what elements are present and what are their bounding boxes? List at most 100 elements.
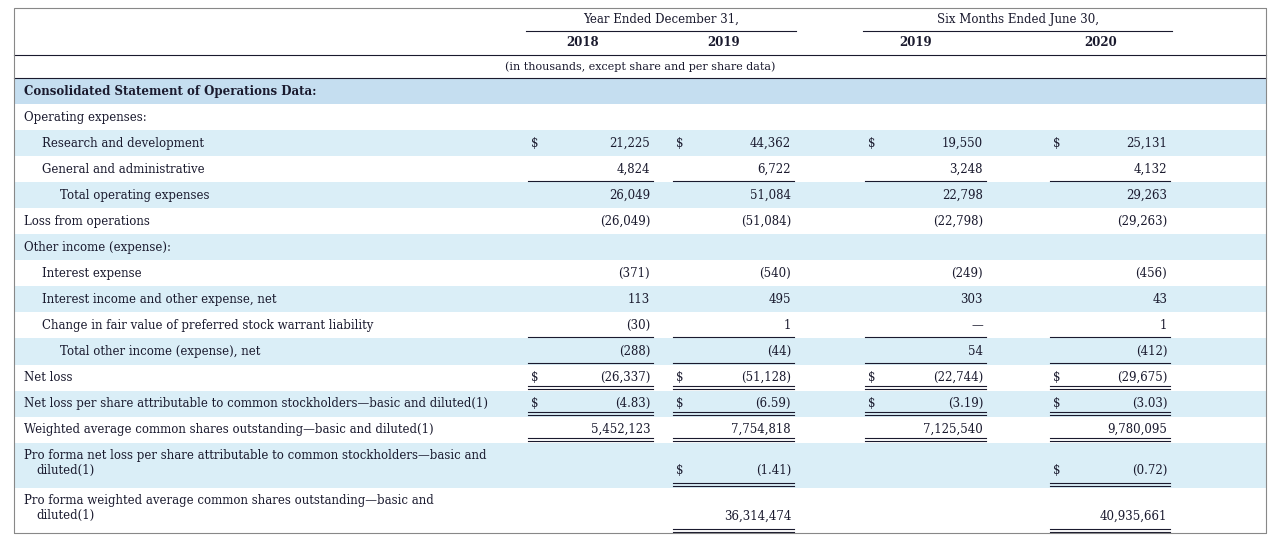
Bar (14, 417, 1266, 443)
Text: $: $ (1053, 371, 1061, 384)
Text: Six Months Ended June 30,: Six Months Ended June 30, (937, 12, 1098, 25)
Text: 2020: 2020 (1084, 36, 1117, 49)
Text: 4,132: 4,132 (1134, 163, 1167, 176)
Text: $: $ (676, 371, 684, 384)
Text: Consolidated Statement of Operations Data:: Consolidated Statement of Operations Dat… (24, 84, 316, 97)
Bar (14, 365, 1266, 391)
Text: 3,248: 3,248 (950, 163, 983, 176)
Text: (51,128): (51,128) (741, 371, 791, 384)
Text: 303: 303 (960, 293, 983, 306)
Text: 1: 1 (1160, 319, 1167, 332)
Text: $: $ (868, 371, 876, 384)
Text: diluted(1): diluted(1) (36, 464, 95, 477)
Text: 7,125,540: 7,125,540 (923, 423, 983, 436)
Text: $: $ (1053, 137, 1061, 150)
Bar (14, 130, 1266, 156)
Text: Change in fair value of preferred stock warrant liability: Change in fair value of preferred stock … (42, 319, 374, 332)
Text: (44): (44) (767, 345, 791, 358)
Text: (26,337): (26,337) (600, 371, 650, 384)
Bar (14, 234, 1266, 260)
Text: 25,131: 25,131 (1126, 137, 1167, 150)
Text: 2019: 2019 (899, 36, 932, 49)
Bar (14, 156, 1266, 182)
Text: (3.03): (3.03) (1132, 397, 1167, 410)
Text: $: $ (531, 137, 539, 150)
Text: (4.83): (4.83) (614, 397, 650, 410)
Text: (29,675): (29,675) (1117, 371, 1167, 384)
Text: 9,780,095: 9,780,095 (1107, 423, 1167, 436)
Text: 51,084: 51,084 (750, 189, 791, 202)
Text: Research and development: Research and development (42, 137, 204, 150)
Text: (29,263): (29,263) (1117, 215, 1167, 228)
Text: Loss from operations: Loss from operations (24, 215, 150, 228)
Text: $: $ (676, 137, 684, 150)
Text: Operating expenses:: Operating expenses: (24, 110, 147, 123)
Text: Other income (expense):: Other income (expense): (24, 241, 172, 254)
Bar (14, 260, 1266, 286)
Bar (14, 104, 1266, 130)
Text: 40,935,661: 40,935,661 (1100, 509, 1167, 523)
Text: (412): (412) (1135, 345, 1167, 358)
Text: $: $ (676, 464, 684, 477)
Bar (14, 286, 1266, 313)
Text: 6,722: 6,722 (758, 163, 791, 176)
Bar (14, 313, 1266, 339)
Bar (14, 443, 1266, 488)
Text: (0.72): (0.72) (1132, 464, 1167, 477)
Text: 21,225: 21,225 (609, 137, 650, 150)
Text: (26,049): (26,049) (600, 215, 650, 228)
Text: Total other income (expense), net: Total other income (expense), net (60, 345, 260, 358)
Text: (1.41): (1.41) (755, 464, 791, 477)
Text: 26,049: 26,049 (609, 189, 650, 202)
Text: 495: 495 (768, 293, 791, 306)
Text: 2019: 2019 (707, 36, 740, 49)
Bar (14, 339, 1266, 365)
Text: 44,362: 44,362 (750, 137, 791, 150)
Text: —: — (972, 319, 983, 332)
Text: Pro forma weighted average common shares outstanding—basic and: Pro forma weighted average common shares… (24, 494, 434, 507)
Bar (14, 391, 1266, 417)
Text: $: $ (868, 137, 876, 150)
Text: Net loss: Net loss (24, 371, 73, 384)
Text: 36,314,474: 36,314,474 (723, 509, 791, 523)
Text: $: $ (1053, 397, 1061, 410)
Text: (in thousands, except share and per share data): (in thousands, except share and per shar… (504, 61, 776, 72)
Text: 54: 54 (968, 345, 983, 358)
Text: (249): (249) (951, 267, 983, 280)
Text: (288): (288) (618, 345, 650, 358)
Text: Year Ended December 31,: Year Ended December 31, (584, 12, 739, 25)
Text: (22,798): (22,798) (933, 215, 983, 228)
Text: $: $ (1053, 464, 1061, 477)
Bar (14, 8, 1266, 78)
Text: Interest expense: Interest expense (42, 267, 142, 280)
Text: 2018: 2018 (566, 36, 599, 49)
Text: 113: 113 (628, 293, 650, 306)
Text: (6.59): (6.59) (755, 397, 791, 410)
Text: 5,452,123: 5,452,123 (590, 423, 650, 436)
Text: 22,798: 22,798 (942, 189, 983, 202)
Text: 29,263: 29,263 (1126, 189, 1167, 202)
Text: 43: 43 (1152, 293, 1167, 306)
Bar (14, 78, 1266, 104)
Text: $: $ (868, 397, 876, 410)
Text: 7,754,818: 7,754,818 (731, 423, 791, 436)
Text: Pro forma net loss per share attributable to common stockholders—basic and: Pro forma net loss per share attributabl… (24, 449, 486, 462)
Text: Interest income and other expense, net: Interest income and other expense, net (42, 293, 276, 306)
Bar (14, 182, 1266, 208)
Text: (51,084): (51,084) (741, 215, 791, 228)
Bar (14, 208, 1266, 234)
Text: $: $ (531, 397, 539, 410)
Bar (14, 488, 1266, 533)
Text: 19,550: 19,550 (942, 137, 983, 150)
Text: 4,824: 4,824 (617, 163, 650, 176)
Text: (3.19): (3.19) (947, 397, 983, 410)
Text: (22,744): (22,744) (933, 371, 983, 384)
Text: Total operating expenses: Total operating expenses (60, 189, 210, 202)
Text: (30): (30) (626, 319, 650, 332)
Text: (540): (540) (759, 267, 791, 280)
Text: (456): (456) (1135, 267, 1167, 280)
Text: $: $ (676, 397, 684, 410)
Text: $: $ (531, 371, 539, 384)
Text: (371): (371) (618, 267, 650, 280)
Text: diluted(1): diluted(1) (36, 509, 95, 523)
